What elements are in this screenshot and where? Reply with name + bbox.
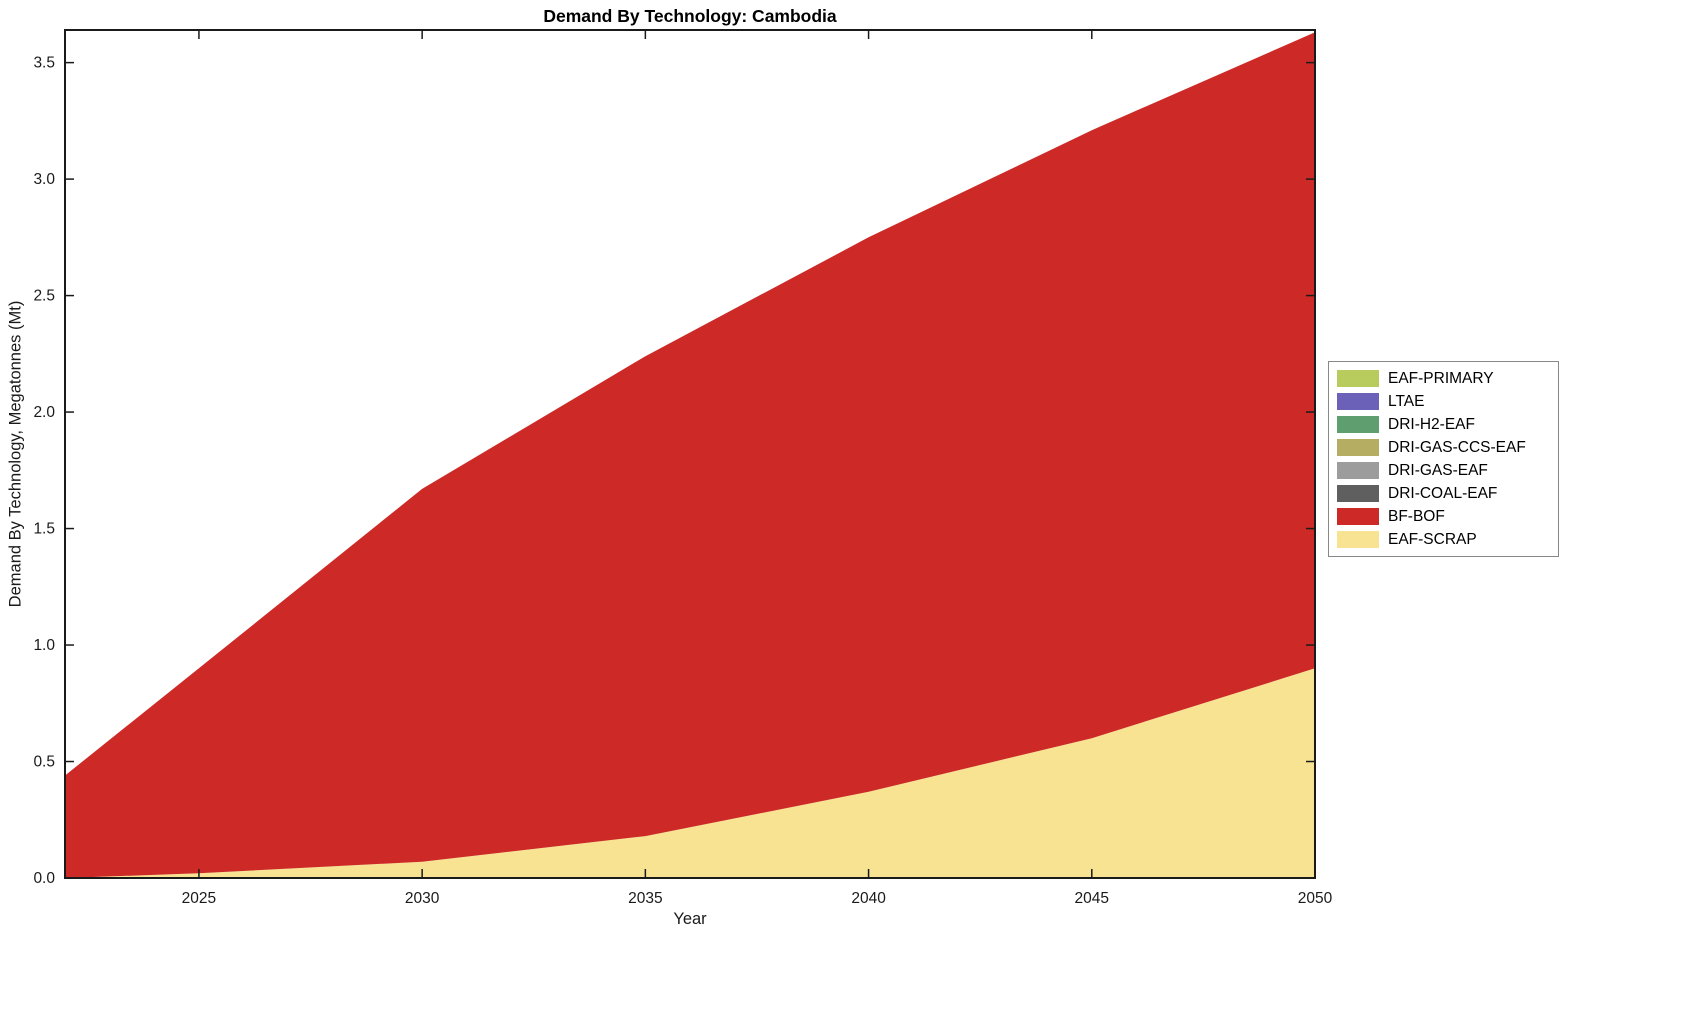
legend-swatch — [1337, 462, 1379, 479]
x-tick-label: 2050 — [1298, 890, 1333, 907]
legend: EAF-PRIMARY LTAE DRI-H2-EAF DRI-GAS-CCS-EAF… — [1328, 361, 1559, 557]
legend-item-ltae: LTAE — [1337, 390, 1550, 413]
y-tick-label: 0.5 — [33, 754, 55, 771]
legend-label: DRI-COAL-EAF — [1388, 484, 1498, 502]
legend-label: LTAE — [1388, 392, 1425, 410]
legend-item-dri-gas-eaf: DRI-GAS-EAF — [1337, 459, 1550, 482]
y-tick-label: 0.0 — [33, 870, 55, 887]
x-tick-label: 2045 — [1075, 890, 1109, 907]
x-tick-label: 2035 — [628, 890, 662, 907]
y-tick-label: 3.0 — [33, 171, 55, 188]
y-tick-label: 2.5 — [33, 288, 55, 305]
legend-swatch — [1337, 370, 1379, 387]
area-eaf-scrap — [65, 668, 1315, 878]
y-tick-label: 3.5 — [33, 55, 55, 72]
x-axis-label: Year — [673, 910, 707, 928]
area-bf-bof — [65, 32, 1315, 879]
legend-label: EAF-SCRAP — [1388, 530, 1477, 548]
legend-item-dri-coal-eaf: DRI-COAL-EAF — [1337, 482, 1550, 505]
x-tick-label: 2025 — [182, 890, 216, 907]
legend-label: DRI-H2-EAF — [1388, 415, 1475, 433]
legend-item-eaf-primary: EAF-PRIMARY — [1337, 367, 1550, 390]
legend-label: DRI-GAS-EAF — [1388, 461, 1488, 479]
y-tick-label: 1.0 — [33, 637, 55, 654]
legend-label: BF-BOF — [1388, 507, 1445, 525]
legend-item-bf-bof: BF-BOF — [1337, 505, 1550, 528]
legend-label: DRI-GAS-CCS-EAF — [1388, 438, 1526, 456]
y-axis-label: Demand By Technology, Megatonnes (Mt) — [6, 300, 25, 608]
chart-title: Demand By Technology: Cambodia — [543, 6, 837, 26]
axes-box — [64, 29, 1316, 879]
legend-swatch — [1337, 531, 1379, 548]
legend-swatch — [1337, 393, 1379, 410]
y-tick-label: 1.5 — [33, 521, 55, 538]
legend-swatch — [1337, 439, 1379, 456]
legend-label: EAF-PRIMARY — [1388, 369, 1494, 387]
legend-item-eaf-scrap: EAF-SCRAP — [1337, 528, 1550, 551]
legend-swatch — [1337, 416, 1379, 433]
legend-swatch — [1337, 508, 1379, 525]
legend-swatch — [1337, 485, 1379, 502]
x-tick-label: 2040 — [851, 890, 886, 907]
legend-item-dri-h2-eaf: DRI-H2-EAF — [1337, 413, 1550, 436]
y-tick-label: 2.0 — [33, 404, 55, 421]
x-tick-label: 2030 — [405, 890, 440, 907]
legend-item-dri-gas-ccs-eaf: DRI-GAS-CCS-EAF — [1337, 436, 1550, 459]
